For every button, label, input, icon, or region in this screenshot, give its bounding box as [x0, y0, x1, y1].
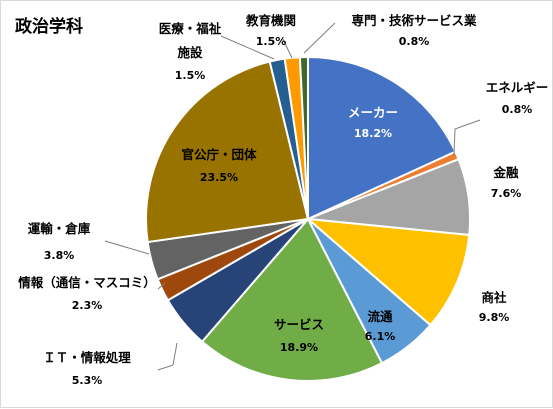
slice-value-label: 9.8% — [479, 311, 510, 324]
slice-value-label: 1.5% — [175, 69, 206, 82]
slice-value-label: 3.8% — [44, 249, 75, 262]
leader-line — [157, 342, 178, 371]
slice-name-label: メーカー — [348, 105, 398, 120]
slice-name-label: 専門・技術サービス業 — [351, 13, 477, 28]
slice-name-label: 流通 — [367, 309, 393, 324]
slice-name-label: エネルギー — [486, 80, 549, 95]
slice-name-label: 運輸・倉庫 — [28, 221, 91, 236]
pie-slice — [304, 217, 471, 327]
pie-slice — [200, 217, 384, 382]
slice-name-label: サービス — [274, 317, 324, 332]
leader-line — [220, 35, 275, 60]
slice-value-label: 0.8% — [399, 35, 430, 48]
slice-value-label: 2.3% — [72, 299, 103, 312]
slice-value-label: 23.5% — [200, 171, 238, 184]
leader-line — [157, 282, 166, 290]
leader-line — [282, 38, 293, 59]
slice-value-label: 1.5% — [256, 35, 287, 48]
slice-value-label: 6.1% — [365, 330, 396, 343]
slice-value-label: 7.6% — [491, 187, 522, 200]
slice-name-label: 商社 — [481, 290, 507, 305]
slice-name-label: 医療・福祉 — [159, 21, 222, 36]
pie-slice — [307, 55, 457, 221]
slice-name-label: 施設 — [177, 45, 203, 60]
leader-line — [303, 22, 336, 54]
slice-name-label: 金融 — [492, 165, 519, 180]
chart-title: 政治学科 — [15, 17, 83, 37]
slice-name-label: 情報（通信・マスコミ） — [18, 275, 156, 290]
pie-slice — [145, 60, 310, 244]
leader-line — [453, 119, 481, 156]
slice-value-label: 18.9% — [280, 341, 318, 354]
slice-value-label: 5.3% — [72, 374, 103, 387]
leader-line — [104, 240, 150, 255]
slice-name-label: 官公庁・団体 — [181, 147, 257, 162]
slice-value-label: 0.8% — [502, 103, 533, 116]
slice-name-label: 教育機関 — [245, 13, 296, 28]
slice-value-label: 18.2% — [354, 127, 392, 140]
pie-slice — [298, 55, 309, 220]
slice-name-label: ＩＴ・情報処理 — [43, 350, 131, 365]
